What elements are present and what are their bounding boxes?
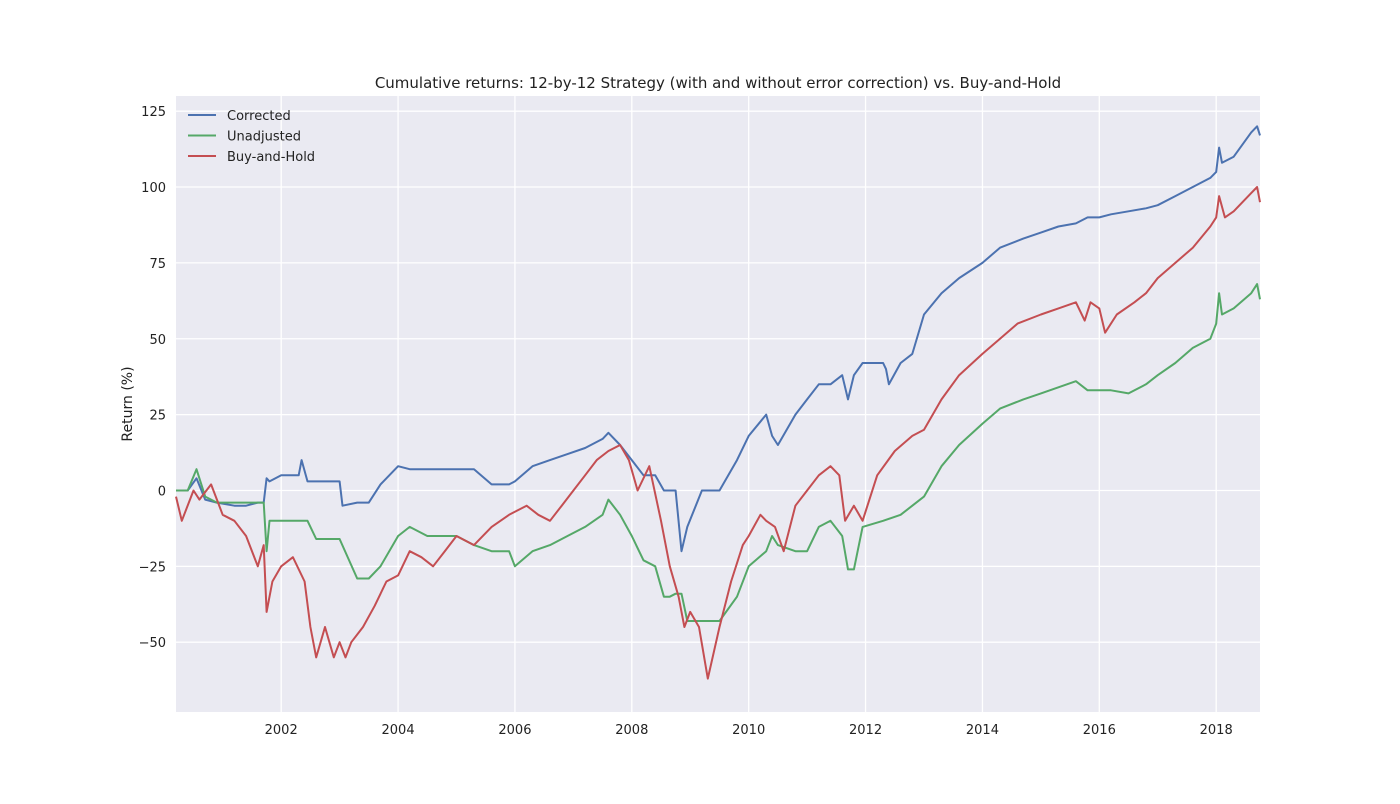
x-tick-label: 2014 <box>966 723 999 738</box>
x-tick-label: 2008 <box>615 723 648 738</box>
x-tick-label: 2004 <box>382 723 415 738</box>
legend-label: Buy-and-Hold <box>227 150 315 165</box>
x-tick-label: 2018 <box>1200 723 1233 738</box>
legend-label: Unadjusted <box>227 130 301 145</box>
y-axis-ticks: −50 −25 0 25 50 75 100 125 <box>139 105 166 651</box>
grid <box>176 96 1260 712</box>
series-lines <box>175 125 1261 680</box>
legend-label: Corrected <box>227 109 291 124</box>
x-tick-label: 2012 <box>849 723 882 738</box>
x-tick-label: 2010 <box>732 723 765 738</box>
legend: Corrected Unadjusted Buy-and-Hold <box>188 109 315 165</box>
y-tick-label: 100 <box>141 181 166 196</box>
x-tick-label: 2002 <box>265 723 298 738</box>
y-tick-label: 25 <box>149 409 166 424</box>
x-tick-label: 2006 <box>498 723 531 738</box>
y-tick-label: −50 <box>139 636 166 651</box>
y-tick-label: 75 <box>149 257 166 272</box>
plot-area <box>176 96 1260 712</box>
y-axis-label: Return (%) <box>120 366 136 441</box>
series-line-buy-and-hold <box>175 186 1261 680</box>
x-axis-ticks: 2002 2004 2006 2008 2010 2012 2014 2016 2018 <box>265 723 1233 738</box>
y-tick-label: 0 <box>158 484 166 499</box>
chart-title: Cumulative returns: 12-by-12 Strategy (w… <box>375 74 1061 92</box>
x-tick-label: 2016 <box>1083 723 1116 738</box>
y-tick-label: −25 <box>139 560 166 575</box>
y-tick-label: 125 <box>141 105 166 120</box>
series-line-corrected <box>176 125 1261 553</box>
y-tick-label: 50 <box>149 333 166 348</box>
